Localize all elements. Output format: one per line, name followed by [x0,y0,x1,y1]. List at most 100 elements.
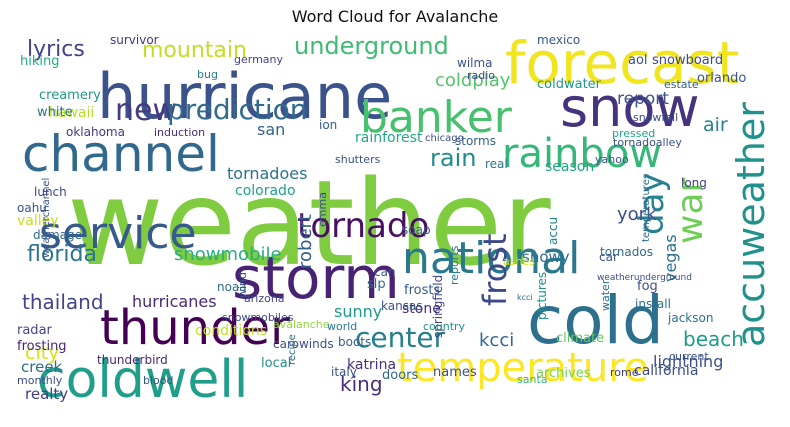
word-world: world [327,320,358,333]
word-reports: reports [448,245,461,286]
word-weatherchannel: weatherchannel [41,177,52,258]
word-new: new [115,93,178,128]
word-slp: slp [367,277,386,292]
word-shutters: shutters [335,153,381,166]
word-recipe: recipe [287,334,298,365]
word-service: service [39,208,197,259]
word-arizona: arizona [244,292,285,305]
word-realty: realty [25,385,69,403]
word-doors: doors [382,368,419,383]
word-snowfall: snowfall [633,111,679,124]
word-long: long [681,176,707,190]
word-noaa: noaa [217,280,247,294]
word-can: can [374,265,396,279]
word-hurricanes: hurricanes [132,292,217,311]
chart-title: Word Cloud for Avalanche [291,7,499,26]
word-wind: wind [236,272,249,299]
word-yahoo: yahoo [595,153,629,166]
word-lunch: lunch [34,185,67,199]
word-bug: bug [197,68,218,81]
word-storms: storms [455,134,496,148]
word-ashes: ashes [503,255,535,268]
word-city: city [25,342,60,364]
word-coldwell: coldwell [37,350,249,410]
word-coldwater: coldwater [537,77,602,92]
word-kansas: kansas [381,299,423,313]
word-katrina: katrina [347,357,397,373]
word-sunny: sunny [334,302,383,321]
word-local: local [261,356,292,371]
word-snowmobile: snowmobile [174,244,282,265]
word-banker: banker [360,92,512,143]
word-chicago: chicago [425,133,464,144]
word-oklahoma: oklahoma [66,125,125,139]
word-forecast: forecast [505,34,740,97]
word-pressed: pressed [612,127,656,140]
word-tornadoalley: tornadoalley [613,136,682,149]
word-valley: valley [17,213,59,229]
word-tornado: tornado [297,206,430,246]
word-soap: soap [402,223,431,237]
word-rainforest: rainforest [355,130,423,146]
word-king: king [340,372,383,396]
word-white: white [37,105,73,120]
word-monthly: monthly [17,374,63,387]
word-center: center [355,321,446,354]
word-rome: rome [610,366,639,379]
word-accuweather: accuweather [729,101,773,347]
word-install: install [635,297,671,311]
word-ion: ion [319,118,338,132]
word-snowy: snowy [522,248,570,266]
word-radar: radar [17,323,52,338]
word-robert: robert [295,213,316,269]
word-season: season [545,159,595,175]
word-cloud-canvas: weather hurricane forecast snow cold storm col… [17,34,774,416]
word-hurricane: hurricane [97,60,393,133]
word-hawaii: hawaii [49,105,95,121]
word-florida: florida [27,242,97,267]
word-san: san [257,120,286,139]
word-survivor: survivor [110,34,159,47]
word-climate: climate [556,331,605,346]
word-car: car [599,250,618,264]
word-blood: blood [143,374,174,387]
word-rainbow: rainbow [502,131,662,177]
word-thunderbird: thunderbird [97,353,168,367]
word-germany: germany [234,53,284,66]
word-thunder: thunder [100,300,290,356]
word-emma: emma [316,192,329,228]
word-santa: santa [517,373,548,386]
word-creamery: creamery [39,88,101,103]
word-lyrics: lyrics [27,37,85,62]
word-lightning: lightning [653,352,724,371]
word-pictures: pictures [535,271,549,320]
word-colorado: colorado [235,183,296,199]
word-radio: radio [467,69,496,82]
word-avalanche: avalanche [273,318,330,331]
word-thailand: thailand [22,290,104,314]
word-oahu: oahu [17,201,47,215]
word-orlando: orlando [697,71,747,86]
word-estate: estate [664,78,699,91]
word-snowboard: snowboard [652,53,724,68]
word-temperature: temperature [397,345,649,391]
word-wilma: wilma [457,56,493,70]
word-tornados: tornados [600,245,653,259]
word-aol: aol [628,53,648,68]
word-beach: beach [683,327,744,351]
word-coldplay: coldplay [435,70,511,91]
word-underground: underground [294,34,449,60]
word-italy: italy [331,365,357,379]
word-national: national [402,233,581,284]
word-air: air [703,114,728,136]
word-jackson: jackson [668,311,714,325]
word-storm: storm [232,244,400,312]
word-california: california [634,363,699,379]
word-names: names [433,365,477,380]
word-water: water [599,279,612,311]
word-temperatures: temperatures [641,173,652,242]
word-induction: induction [154,126,206,139]
word-weather: weather [67,154,551,292]
word-cold: cold [527,282,664,359]
word-conditions: conditions [195,323,268,339]
